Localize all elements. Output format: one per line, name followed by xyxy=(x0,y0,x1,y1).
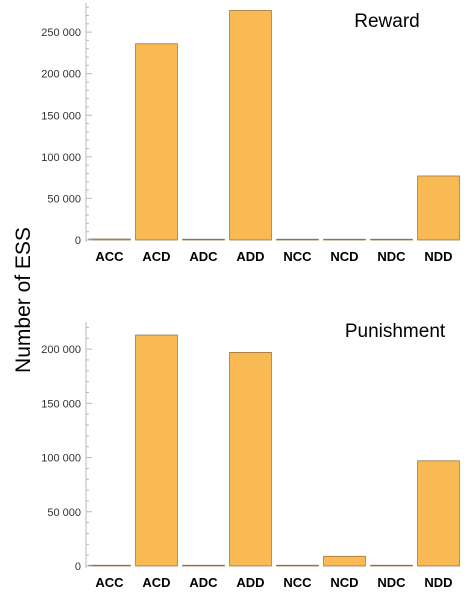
punishment-y-tick-label: 100 000 xyxy=(41,453,81,465)
punishment-panel: 0 50 000 100 000 150 000 200 000 ACC ACD ADC AD… xyxy=(41,321,460,590)
punishment-x-tick-label-add: ADD xyxy=(236,575,264,590)
punishment-bar-ncc xyxy=(276,564,319,567)
reward-bar-adc xyxy=(182,238,225,241)
punishment-bar-ncd xyxy=(323,555,366,567)
punishment-y-tick-label: 0 xyxy=(75,561,81,573)
punishment-bars xyxy=(88,334,460,567)
reward-x-tick-label-ncc: NCC xyxy=(283,249,312,264)
punishment-y-tick-label: 200 000 xyxy=(41,344,81,356)
punishment-bar-add xyxy=(229,352,272,567)
punishment-bar-acd xyxy=(135,334,178,567)
reward-x-tick-label-acc: ACC xyxy=(95,249,124,264)
reward-x-tick-label-ncd: NCD xyxy=(330,249,358,264)
punishment-x-axis: ACC ACD ADC ADD NCC NCD NDC NDD xyxy=(95,575,452,590)
reward-bar-acc xyxy=(88,238,131,241)
reward-y-axis: 0 50 000 100 000 150 000 200 000 250 000 xyxy=(41,3,92,247)
reward-bar-ncd xyxy=(323,238,366,241)
reward-bar-ndd xyxy=(417,175,460,241)
reward-x-tick-label-ndc: NDC xyxy=(377,249,406,264)
reward-x-tick-label-adc: ADC xyxy=(189,249,218,264)
punishment-bar-adc xyxy=(182,564,225,567)
reward-bar-ncc xyxy=(276,238,319,241)
punishment-y-tick-label: 150 000 xyxy=(41,398,81,410)
punishment-x-tick-label-ncc: NCC xyxy=(283,575,312,590)
reward-bar-acd xyxy=(135,43,178,241)
reward-y-tick-label: 0 xyxy=(75,235,81,247)
reward-x-tick-label-acd: ACD xyxy=(142,249,170,264)
punishment-x-tick-label-ncd: NCD xyxy=(330,575,358,590)
punishment-x-tick-label-adc: ADC xyxy=(189,575,218,590)
punishment-x-tick-label-acc: ACC xyxy=(95,575,124,590)
y-axis-label: Number of ESS xyxy=(12,227,35,373)
punishment-panel-title: Punishment xyxy=(345,321,446,342)
punishment-x-tick-label-acd: ACD xyxy=(142,575,170,590)
reward-y-tick-label: 150 000 xyxy=(41,110,81,122)
reward-bar-ndc xyxy=(370,238,413,241)
reward-panel-title: Reward xyxy=(354,11,419,32)
reward-y-tick-label: 50 000 xyxy=(47,193,81,205)
punishment-bar-ndd xyxy=(417,460,460,567)
reward-x-axis: ACC ACD ADC ADD NCC NCD NDC NDD xyxy=(95,249,452,264)
reward-bars xyxy=(88,10,460,241)
reward-x-tick-label-ndd: NDD xyxy=(424,249,452,264)
punishment-bar-ndc xyxy=(370,564,413,567)
reward-bar-add xyxy=(229,10,272,241)
punishment-y-axis: 0 50 000 100 000 150 000 200 000 xyxy=(41,322,92,573)
reward-y-tick-label: 100 000 xyxy=(41,152,81,164)
reward-y-tick-label: 200 000 xyxy=(41,69,81,81)
punishment-bar-acc xyxy=(88,564,131,567)
reward-y-tick-label: 250 000 xyxy=(41,27,81,39)
reward-x-tick-label-add: ADD xyxy=(236,249,264,264)
punishment-x-tick-label-ndc: NDC xyxy=(377,575,406,590)
punishment-y-tick-label: 50 000 xyxy=(47,507,81,519)
punishment-x-tick-label-ndd: NDD xyxy=(424,575,452,590)
